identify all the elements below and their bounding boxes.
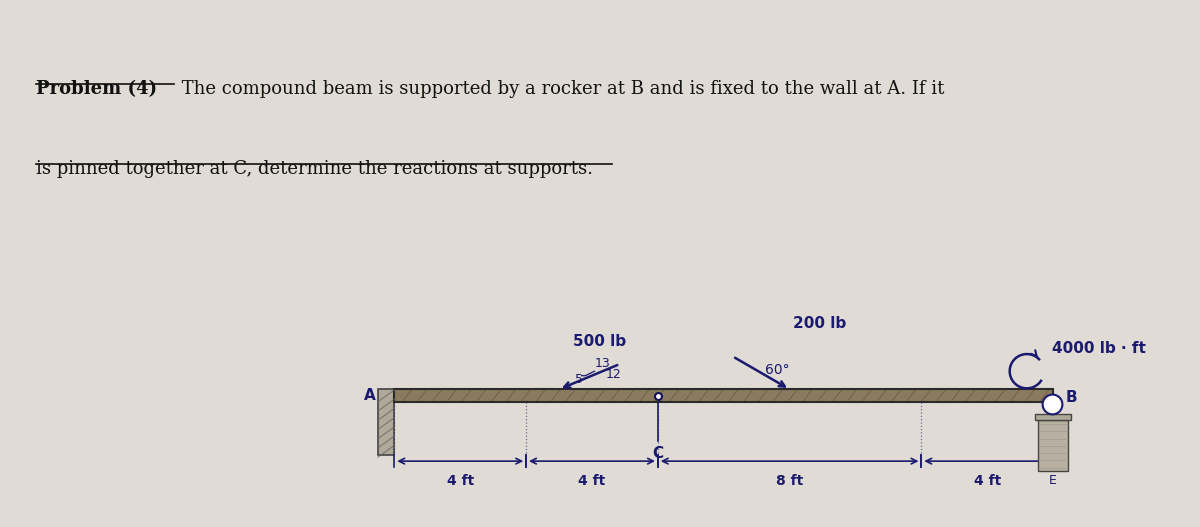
Text: 4 ft: 4 ft (973, 474, 1001, 487)
Text: 8 ft: 8 ft (776, 474, 803, 487)
Text: 4 ft: 4 ft (578, 474, 606, 487)
Circle shape (1043, 395, 1062, 414)
Text: The compound beam is supported by a rocker at B and is fixed to the wall at A. I: The compound beam is supported by a rock… (176, 80, 944, 99)
Text: 500 lb: 500 lb (572, 334, 626, 349)
Text: 4000 lb · ft: 4000 lb · ft (1051, 341, 1146, 356)
Text: Problem (4): Problem (4) (36, 80, 157, 99)
Text: B: B (1066, 391, 1078, 405)
Text: 4 ft: 4 ft (446, 474, 474, 487)
Text: 13: 13 (594, 357, 610, 370)
Bar (378, 389, 395, 455)
Bar (1038, 420, 1068, 471)
Text: 200 lb: 200 lb (793, 316, 846, 331)
Text: E: E (1049, 474, 1057, 487)
Text: 5: 5 (575, 373, 583, 386)
Text: is pinned together at C, determine the reactions at supports.: is pinned together at C, determine the r… (36, 160, 593, 178)
Bar (395, 389, 1054, 402)
Text: C: C (653, 446, 664, 461)
Bar (1036, 414, 1072, 420)
Text: 12: 12 (606, 368, 622, 382)
Text: A: A (364, 388, 376, 403)
Text: 60°: 60° (764, 364, 790, 377)
